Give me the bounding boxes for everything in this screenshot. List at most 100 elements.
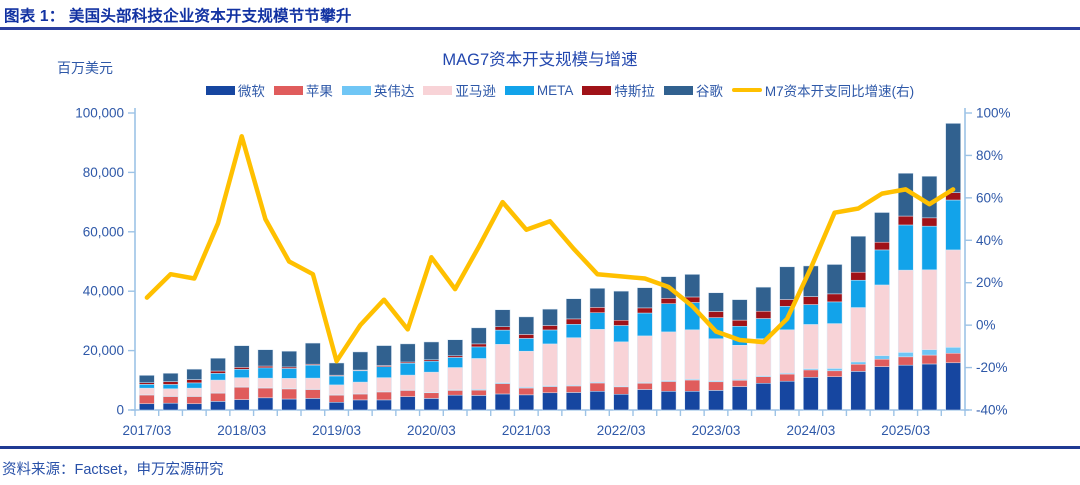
bar-segment-META xyxy=(139,384,155,389)
bar-segment-谷歌 xyxy=(826,264,843,295)
bar-segment-苹果 xyxy=(305,389,321,399)
figure-title: 图表 1： 美国头部科技企业资本开支规模节节攀升 xyxy=(4,8,352,25)
left-axis-tick-label: 80,000 xyxy=(83,165,124,180)
bar-segment-亚马逊 xyxy=(399,374,416,391)
bar-segment-亚马逊 xyxy=(589,329,606,383)
legend-item-苹果-label: 苹果 xyxy=(305,84,333,99)
bar-segment-特斯拉 xyxy=(708,311,724,318)
bar-segment-谷歌 xyxy=(874,212,890,243)
bar-segment-亚马逊 xyxy=(139,387,155,395)
legend-item-微软: 微软 xyxy=(205,80,265,100)
legend-item-谷歌-label: 谷歌 xyxy=(695,84,723,99)
bar-segment-亚马逊 xyxy=(257,377,274,388)
bar-segment-亚马逊 xyxy=(803,324,819,369)
bar-segment-亚马逊 xyxy=(850,307,867,363)
bar-segment-微软 xyxy=(850,371,867,411)
bar-segment-苹果 xyxy=(637,383,653,390)
bar-segment-苹果 xyxy=(850,364,867,372)
bar-segment-苹果 xyxy=(210,392,226,402)
bar-segment-谷歌 xyxy=(945,123,961,193)
right-axis-tick-label: 40% xyxy=(976,233,1003,248)
bar-segment-特斯拉 xyxy=(874,241,890,251)
bar-segment-亚马逊 xyxy=(637,335,653,383)
bar-segment-特斯拉 xyxy=(850,271,867,281)
bar-segment-苹果 xyxy=(186,396,203,405)
bar-segment-谷歌 xyxy=(423,341,440,361)
bar-segment-谷歌 xyxy=(637,287,653,309)
bar-segment-谷歌 xyxy=(779,266,795,300)
bar-segment-苹果 xyxy=(162,396,179,404)
bar-segment-谷歌 xyxy=(305,342,321,365)
legend-item-亚马逊-label: 亚马逊 xyxy=(455,84,496,99)
bar-segment-特斯拉 xyxy=(803,296,819,305)
bar-segment-谷歌 xyxy=(731,299,748,321)
bar-segment-苹果 xyxy=(660,381,677,392)
bar-segment-亚马逊 xyxy=(352,381,369,394)
y-axis-unit-label: 百万美元 xyxy=(57,60,113,76)
bar-segment-META xyxy=(376,366,392,378)
bar-segment-谷歌 xyxy=(589,288,606,308)
bar-segment-META xyxy=(945,199,961,251)
bar-segment-特斯拉 xyxy=(921,217,938,227)
bar-segment-微软 xyxy=(210,401,226,411)
x-axis-label: 2023/03 xyxy=(692,423,741,438)
bar-segment-特斯拉 xyxy=(637,307,653,314)
bar-segment-META xyxy=(637,312,653,337)
bar-segment-英伟达 xyxy=(897,352,914,358)
bar-segment-微软 xyxy=(305,398,321,411)
bar-segment-谷歌 xyxy=(518,316,535,335)
bar-segment-META xyxy=(423,360,440,373)
right-axis-tick-label: 80% xyxy=(976,148,1003,163)
bar-segment-微软 xyxy=(352,399,369,411)
bar-segment-谷歌 xyxy=(447,339,463,357)
legend-item-growth-line: M7资本开支同比增速(右) xyxy=(731,80,914,100)
bar-segment-META xyxy=(352,370,369,383)
legend-swatch-亚马逊 xyxy=(423,85,453,95)
bar-segment-英伟达 xyxy=(850,361,867,365)
legend-swatch-META xyxy=(504,85,534,95)
growth-line xyxy=(144,134,956,364)
bar-segment-苹果 xyxy=(589,382,606,392)
right-axis-tick-label: 60% xyxy=(976,190,1003,205)
bar-segment-苹果 xyxy=(897,356,914,366)
bar-segment-META xyxy=(660,303,677,333)
bar-segment-英伟达 xyxy=(874,355,890,360)
bar-segment-苹果 xyxy=(352,393,369,401)
right-axis-tick-label: -40% xyxy=(976,403,1008,418)
bar-segment-谷歌 xyxy=(352,351,369,371)
bar-segment-苹果 xyxy=(921,354,938,365)
bar-segment-谷歌 xyxy=(613,290,629,321)
legend-item-亚马逊: 亚马逊 xyxy=(423,80,496,100)
bar-segment-META xyxy=(803,304,819,325)
right-axis-tick-label: -20% xyxy=(976,360,1008,375)
bar-segment-苹果 xyxy=(281,388,297,400)
legend-item-META: META xyxy=(504,83,573,98)
bar-segment-亚马逊 xyxy=(565,337,582,386)
bar-segment-微软 xyxy=(376,399,392,411)
bar-segment-微软 xyxy=(779,380,795,411)
bar-segment-苹果 xyxy=(399,390,416,397)
bar-segment-亚马逊 xyxy=(233,377,250,388)
bar-segment-亚马逊 xyxy=(376,377,392,392)
bar-segment-META xyxy=(850,279,867,308)
right-axis-tick-label: 0% xyxy=(976,318,996,333)
left-axis-tick-label: 20,000 xyxy=(83,343,124,358)
bar-segment-微软 xyxy=(328,402,345,411)
legend-item-特斯拉: 特斯拉 xyxy=(582,80,655,100)
right-axis-tick-label: 20% xyxy=(976,275,1003,290)
bar-segment-微软 xyxy=(399,396,416,411)
bar-segment-META xyxy=(542,329,558,345)
bar-segment-苹果 xyxy=(874,358,890,367)
bar-segment-苹果 xyxy=(518,387,535,396)
bar-segment-亚马逊 xyxy=(447,367,463,391)
bar-segment-微软 xyxy=(708,390,724,411)
bar-segment-谷歌 xyxy=(542,308,558,326)
bar-segment-苹果 xyxy=(471,389,487,396)
bar-segment-微软 xyxy=(186,403,203,411)
bar-segment-谷歌 xyxy=(257,349,274,367)
bar-segment-微软 xyxy=(826,376,843,411)
bar-segment-微软 xyxy=(921,363,938,411)
bar-segment-微软 xyxy=(803,377,819,411)
bar-segment-苹果 xyxy=(755,376,772,384)
bar-segment-亚马逊 xyxy=(708,338,724,382)
